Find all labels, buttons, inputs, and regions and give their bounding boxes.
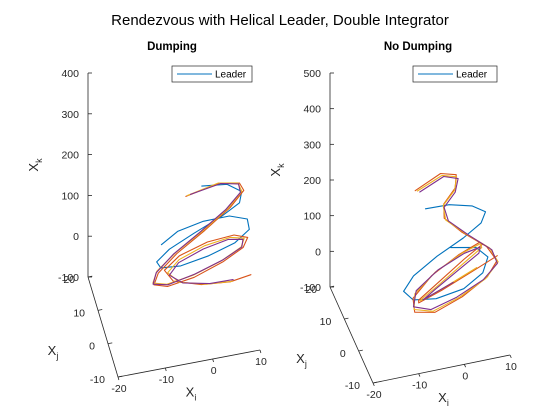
z-tick-label: 0: [315, 246, 321, 258]
y-tick: [344, 317, 349, 320]
z-tick-label: 100: [61, 190, 79, 202]
z-tick-label: 300: [61, 109, 79, 121]
x-axis-label: Xi: [438, 390, 449, 408]
legend-box: [412, 65, 498, 83]
x-tick-label: 10: [255, 356, 267, 368]
x-tick-label: 10: [505, 361, 517, 373]
legend: Leader: [412, 65, 498, 83]
z-tick-label: 400: [303, 104, 321, 116]
y-tick: [97, 309, 103, 311]
x-tick-label: 0: [462, 370, 468, 382]
y-tick-label: 20: [305, 284, 317, 296]
series-line-3: [413, 174, 499, 312]
y-tick: [117, 375, 123, 378]
z-tick-label: -100: [300, 282, 321, 294]
x-axis-label: Xi: [186, 385, 197, 403]
x-axis-line: [117, 349, 261, 378]
y-tick: [358, 349, 363, 352]
z-tick-label: 400: [61, 68, 79, 80]
series-line-1: [156, 183, 250, 269]
y-tick-label: 20: [63, 274, 75, 286]
z-tick-label: 0: [73, 231, 79, 243]
y-axis-label: Xj: [48, 343, 59, 361]
x-tick-label: -20: [366, 389, 381, 401]
x-tick-label: -10: [412, 380, 427, 392]
x-tick: [212, 358, 214, 363]
x-axis-line: [372, 354, 511, 384]
x-tick-label: 0: [211, 365, 217, 377]
z-tick-label: 200: [61, 150, 79, 162]
x-tick: [372, 382, 375, 387]
series-line-4: [152, 182, 244, 286]
y-axis-label: Xj: [296, 351, 307, 369]
z-axis-label: Xk: [268, 163, 286, 177]
series-line-2: [153, 182, 252, 288]
z-axis-label: Xk: [26, 158, 44, 172]
x-tick: [509, 354, 512, 359]
z-tick-label: 100: [303, 211, 321, 223]
z-tick-label: -100: [58, 272, 79, 284]
x-tick: [259, 349, 262, 354]
figure-title: Rendezvous with Helical Leader, Double I…: [111, 12, 449, 29]
y-tick-label: -10: [345, 380, 360, 392]
panel-title: No Dumping: [384, 41, 452, 53]
legend-label: Leader: [215, 70, 247, 81]
y-tick: [107, 342, 113, 345]
series-line-1: [403, 204, 489, 301]
y-tick-label: -10: [90, 374, 105, 386]
x-tick: [463, 364, 466, 368]
y-tick-label: 0: [340, 348, 346, 360]
panel-1: -20-10010-1001020-1000100200300400XiXjXk…: [26, 41, 267, 403]
legend: Leader: [171, 65, 253, 83]
x-tick: [164, 367, 167, 372]
y-tick-label: 10: [73, 307, 85, 319]
z-tick-label: 200: [303, 175, 321, 187]
legend-label: Leader: [456, 70, 488, 81]
panel-title: Dumping: [147, 41, 197, 53]
y-axis-line: [329, 286, 374, 384]
z-tick-label: 300: [303, 139, 321, 151]
series-line-4: [412, 175, 498, 311]
y-axis-line: [87, 276, 119, 378]
y-tick: [372, 381, 378, 384]
x-tick-label: -20: [111, 383, 126, 395]
x-tick: [117, 376, 120, 381]
panel-2: -20-10010-1001020-1000100200300400500XiX…: [268, 41, 517, 408]
y-tick-label: 10: [320, 316, 332, 328]
z-tick-label: 500: [303, 68, 321, 80]
x-tick-label: -10: [159, 374, 174, 386]
y-tick-label: 0: [89, 341, 95, 353]
x-tick: [418, 373, 421, 377]
